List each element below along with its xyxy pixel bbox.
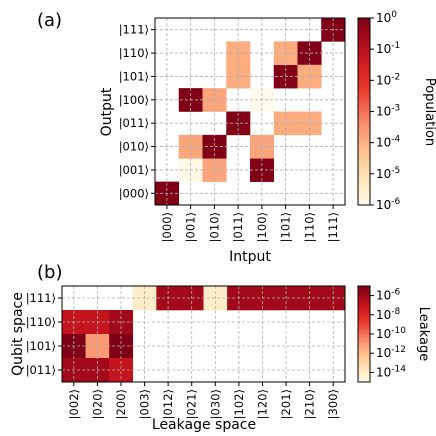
y-tick-label-000: |000⟩ — [119, 186, 149, 200]
panel-a-colorbar — [357, 17, 371, 206]
x-tick-label-003: |003⟩ — [138, 389, 152, 419]
panel-a-ylabel: Output — [99, 87, 115, 136]
x-tick-label-201: |201⟩ — [279, 389, 293, 419]
heatmap-cell-in-110-out-101 — [297, 64, 322, 89]
y-tick-label-101: |101⟩ — [119, 69, 149, 83]
y-tick-label-110: |110⟩ — [119, 46, 149, 60]
x-tick-label-200: |200⟩ — [114, 389, 128, 419]
panel-a-x-ticks: |000⟩ |001⟩ |010⟩ |011⟩ |100⟩ |101⟩ |110⟩ |111⟩ — [160, 205, 340, 242]
panel-b-label: (b) — [37, 262, 62, 283]
panel-a-frame — [154, 17, 346, 206]
colorbar-tick-label: 10-5 — [376, 166, 400, 181]
y-tick-label-001: |001⟩ — [119, 163, 149, 177]
x-tick-label-102: |102⟩ — [232, 389, 246, 419]
panel-a-xlabel: Intput — [229, 249, 271, 265]
y-tick-label-011: |011⟩ — [26, 363, 56, 377]
x-tick-label-101: |101⟩ — [279, 212, 293, 242]
x-tick-label-300: |300⟩ — [326, 389, 340, 419]
panel-a-y-ticks: |000⟩ |001⟩ |010⟩ |011⟩ |100⟩ |101⟩ |110⟩ |111⟩ — [119, 23, 155, 200]
x-tick-label-210: |210⟩ — [303, 389, 317, 419]
panel-b-cells — [62, 286, 346, 383]
panel-b-xlabel: Leakage space — [152, 417, 256, 433]
x-tick-label-030: |030⟩ — [208, 389, 222, 419]
panel-a-label: (a) — [37, 10, 62, 31]
panel-a-colorbar-ticks: 100 10-1 10-2 10-3 10-4 10-5 10-6 — [370, 10, 401, 212]
panel-b-colorbar-ticks: 10-6 10-8 10-10 10-12 10-14 — [370, 288, 406, 379]
x-tick-label-010: |010⟩ — [207, 212, 221, 242]
x-tick-label-120: |120⟩ — [255, 389, 269, 419]
colorbar-tick-label: 10-4 — [376, 135, 401, 150]
x-tick-label-000: |000⟩ — [160, 212, 174, 242]
heatmap-cell-in-011-out-101 — [226, 64, 251, 89]
colorbar-tick-label: 10-6 — [376, 197, 401, 212]
heatmap-cell-011-200 — [109, 358, 134, 383]
x-tick-label-002: |002⟩ — [67, 389, 81, 419]
panel-b-x-ticks: |002⟩ |020⟩ |200⟩ |003⟩ |012⟩ |021⟩ |030⟩ |102⟩… — [67, 382, 340, 419]
x-tick-label-011: |011⟩ — [231, 212, 245, 242]
panel-b-ylabel: Qubit space — [10, 292, 26, 376]
x-tick-label-001: |001⟩ — [184, 212, 198, 242]
y-tick-label-111: |111⟩ — [26, 291, 56, 305]
panel-a-cells — [155, 18, 346, 206]
y-tick-label-101: |101⟩ — [26, 339, 56, 353]
colorbar-tick-label: 10-3 — [376, 104, 400, 119]
heatmap-cell-in-010-out-010 — [202, 134, 227, 159]
y-tick-label-100: |100⟩ — [119, 93, 149, 107]
x-tick-label-012: |012⟩ — [161, 389, 175, 419]
panel-b-grid — [62, 286, 345, 382]
panel-a: (a) |000⟩|001⟩|010⟩|011⟩|100⟩|101⟩|110⟩|… — [37, 10, 436, 265]
panel-b: (b) |111⟩ |110⟩ |101⟩ |011⟩ |002⟩ |020⟩ |200⟩… — [10, 262, 431, 433]
panel-b-colorbar — [357, 285, 371, 383]
panel-a-colorbar-label: Population — [422, 78, 436, 146]
colorbar-tick-label: 10-2 — [376, 72, 400, 87]
panel-b-frame — [61, 285, 346, 383]
y-tick-label-011: |011⟩ — [119, 116, 149, 130]
colorbar-tick-label: 10-12 — [376, 345, 406, 360]
x-tick-label-111: |111⟩ — [326, 212, 340, 242]
panel-b-colorbar-label: Leakage — [416, 307, 431, 362]
x-tick-label-021: |021⟩ — [185, 389, 199, 419]
panel-b-y-ticks: |111⟩ |110⟩ |101⟩ |011⟩ — [26, 291, 62, 377]
colorbar-tick-label: 10-10 — [376, 326, 406, 341]
x-tick-label-020: |020⟩ — [90, 389, 104, 419]
x-tick-label-100: |100⟩ — [255, 212, 269, 242]
x-tick-label-110: |110⟩ — [302, 212, 316, 242]
colorbar-tick-label: 10-14 — [376, 364, 406, 379]
colorbar-tick-label: 10-6 — [376, 288, 401, 303]
colorbar-tick-label: 100 — [376, 10, 397, 25]
colorbar-tick-label: 10-1 — [376, 41, 400, 56]
y-tick-label-110: |110⟩ — [26, 315, 56, 329]
panel-a-grid — [155, 18, 345, 205]
y-tick-label-111: |111⟩ — [119, 23, 149, 37]
colorbar-tick-label: 10-8 — [376, 307, 401, 322]
y-tick-label-010: |010⟩ — [119, 140, 149, 154]
